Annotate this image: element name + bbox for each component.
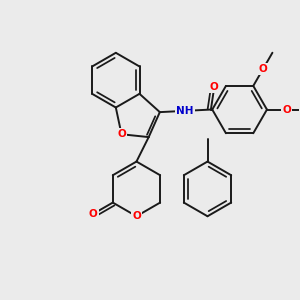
Text: O: O [259,64,268,74]
Text: O: O [89,209,98,219]
Text: O: O [210,82,219,92]
Text: O: O [117,129,126,139]
Text: O: O [132,211,141,221]
Text: NH: NH [176,106,194,116]
Text: O: O [282,105,291,115]
